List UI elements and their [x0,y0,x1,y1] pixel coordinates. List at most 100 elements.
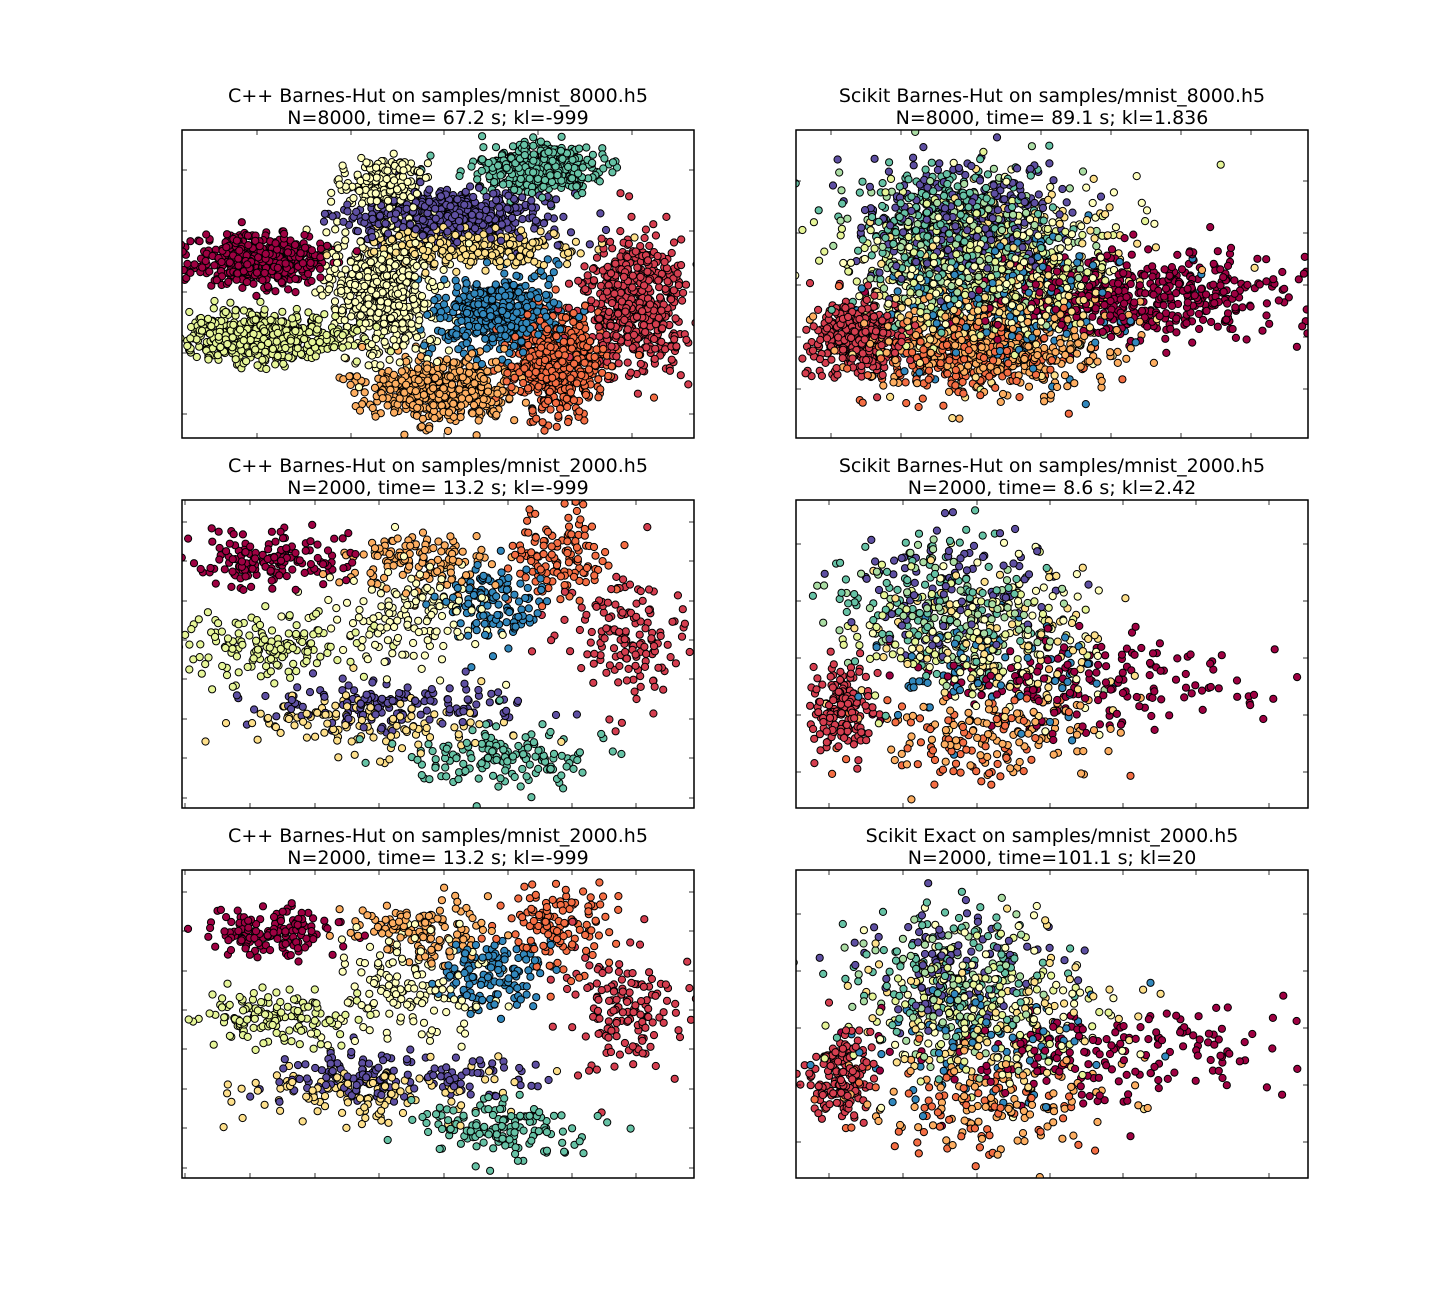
data-point [349,194,358,203]
data-point [353,326,362,335]
data-point [541,355,550,365]
data-point [512,271,521,280]
data-point [430,259,439,268]
data-point [670,335,679,344]
scatter-points [170,132,694,438]
data-point [402,256,411,265]
data-point [566,388,575,397]
data-point [364,361,373,370]
data-point [185,307,194,317]
data-point [258,276,267,285]
data-point [497,220,506,229]
data-point [456,413,465,422]
data-point [536,227,545,236]
data-point [262,364,271,374]
data-point [352,357,361,366]
data-point [389,149,398,158]
data-point [439,265,448,274]
data-point [340,353,349,362]
data-point [581,390,591,399]
data-point [633,263,642,272]
data-point [474,416,483,425]
data-point [352,207,361,216]
data-point [307,276,316,286]
data-point [572,379,582,388]
data-point [501,331,510,340]
subplot-title: C++ Barnes-Hut on samples/mnist_8000.h5 [228,85,648,107]
data-point [491,357,501,366]
data-point [300,230,309,240]
data-point [391,261,400,270]
data-point [442,355,452,364]
data-point [358,199,367,208]
data-point [580,262,589,271]
data-point [239,306,248,315]
data-point [638,307,647,316]
data-point [380,327,389,336]
data-point [418,231,427,240]
data-point [410,250,419,259]
data-point [330,343,339,352]
data-point [170,327,177,334]
data-point [210,296,219,306]
data-point [532,414,541,423]
data-point [411,238,420,248]
data-point [452,330,461,339]
data-point [439,300,449,309]
data-point [368,233,377,242]
data-point [662,212,671,221]
data-point [346,292,355,301]
data-point [566,228,576,237]
data-point [508,142,518,151]
data-point [339,217,348,226]
data-point [515,252,525,261]
data-point [314,315,323,324]
data-point [583,271,592,280]
data-point [437,327,446,336]
data-point [478,132,487,141]
data-point [209,304,218,313]
data-point [527,203,537,212]
data-point [364,300,373,309]
data-point [414,364,423,373]
data-point [202,230,211,239]
data-point [660,257,669,267]
data-point [427,235,436,244]
data-point [594,322,603,331]
data-point [628,283,637,292]
data-point [645,241,654,250]
data-point [496,325,505,334]
data-point [563,260,572,269]
data-point [372,173,381,182]
data-point [549,268,558,277]
data-point [192,352,201,362]
data-point [625,192,634,201]
data-point [458,373,467,382]
data-point [592,253,602,262]
data-point [352,247,361,256]
data-point [443,426,453,436]
data-point [483,387,493,396]
data-point [407,319,416,328]
data-point [612,352,621,361]
data-point [338,161,347,170]
data-point [347,312,356,321]
data-point [554,260,563,269]
data-point [423,364,432,373]
subplot-subtitle: N=8000, time= 67.2 s; kl=-999 [287,107,588,129]
data-point [462,339,471,348]
data-point [316,264,325,273]
data-point [479,374,488,383]
data-point [607,342,616,351]
data-point [656,293,665,302]
data-point [623,325,632,334]
data-point [602,287,612,296]
data-point [537,343,546,352]
data-point [503,204,512,213]
data-point [361,319,370,328]
data-point [500,269,509,278]
data-point [331,225,340,234]
data-point [345,372,354,381]
data-point [272,337,281,346]
data-point [291,326,300,336]
